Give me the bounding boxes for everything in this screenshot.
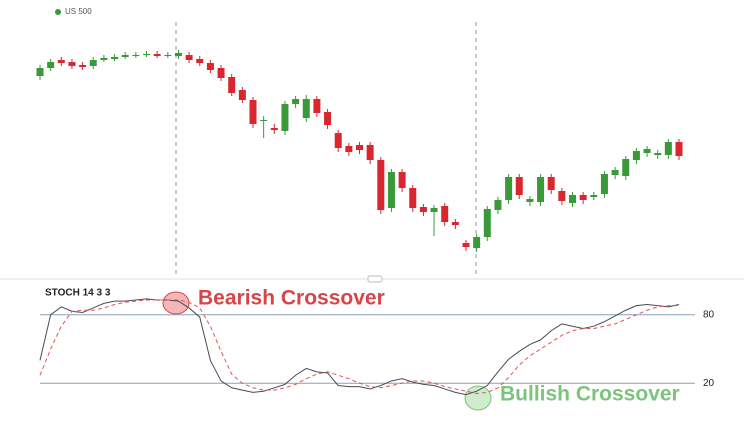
candle-body [356,145,363,150]
candle-body [430,208,438,212]
crossover-marker [464,385,492,411]
candle-body [36,68,44,76]
candle-body [377,160,385,210]
y-tick-label: 80 [703,309,715,320]
candle-body [281,104,289,131]
candle-body [451,222,459,225]
candle-body [111,57,119,59]
candle-body [515,177,523,195]
candle-body [664,142,672,155]
candle-body [462,243,470,247]
candle-body [387,172,395,208]
candle-body [100,58,108,60]
candle-body [79,65,87,67]
candle-body [164,55,172,56]
candle-body [153,54,161,56]
candle-body [174,53,182,56]
candle-body [334,133,342,148]
candle-body [217,68,225,78]
crossover-marker [162,291,190,315]
candle-body [675,142,683,156]
candle-body [632,151,640,160]
candle-body [622,159,630,176]
candle-body [398,172,406,188]
candle-body [483,209,491,237]
candle-body [537,177,545,202]
candle-body [558,191,566,201]
candle-body [409,188,417,208]
candle-body [249,100,257,124]
candle-body [473,237,481,248]
candle-body [643,149,651,153]
candle-body [505,177,513,200]
candle-body [185,55,193,60]
legend-marker [55,9,61,15]
candle-body [441,206,449,222]
candle-body [292,99,300,104]
annotation: Bearish Crossover [198,287,385,310]
y-tick-label: 20 [703,378,715,389]
candle-body [57,60,65,63]
stoch-line [39,299,679,395]
candle-body [600,174,608,194]
candle-body [345,146,353,152]
candle-body [569,195,576,203]
indicator-title: STOCH 14 3 3 [45,288,111,299]
candle-body [547,177,555,190]
candle-body [313,99,321,113]
candle-body [89,60,97,66]
candle-body [238,90,246,100]
candle-body [302,99,310,118]
candle-body [419,207,427,212]
candle-body [143,54,150,55]
candle-body [324,112,332,125]
candle-body [654,153,662,155]
legend-label: US 500 [65,7,92,16]
candle-body [579,195,587,200]
candle-body [260,120,268,121]
candle-body [611,170,619,175]
candle-body [206,63,214,70]
candle-body [47,62,55,68]
candle-body [132,55,140,56]
candle-body [196,59,204,63]
stoch-line [39,298,680,396]
panel-handle [367,275,383,283]
annotation: Bullish Crossover [500,383,680,406]
candle-body [228,77,236,93]
candle-body [121,55,129,57]
candle-body [590,195,598,197]
candle-body [494,200,502,210]
candle-body [270,128,278,130]
candle-body [526,199,534,202]
candle-body [366,145,374,160]
candle-body [68,62,76,66]
